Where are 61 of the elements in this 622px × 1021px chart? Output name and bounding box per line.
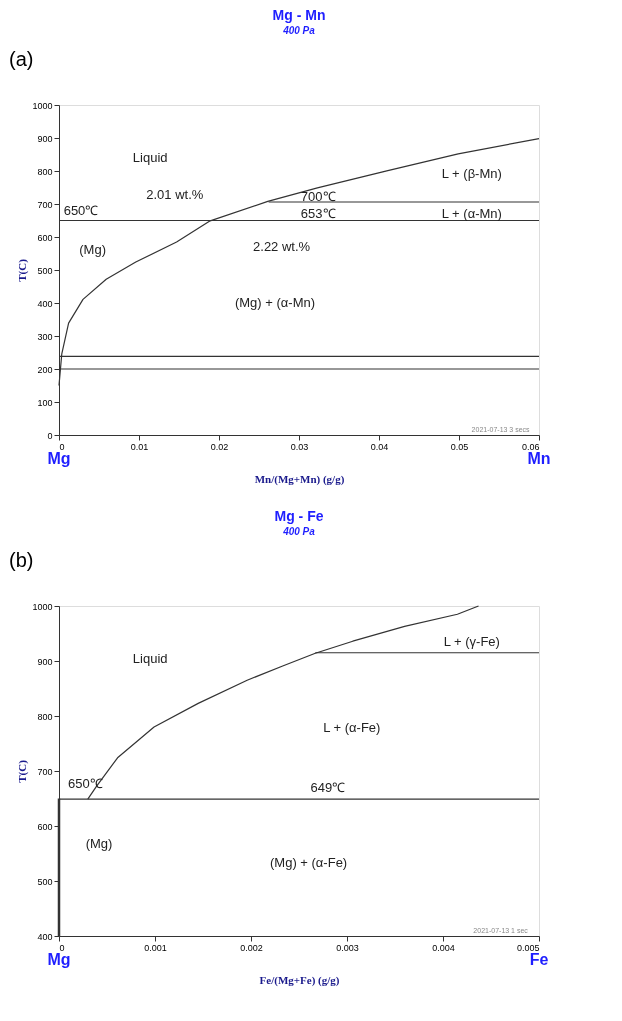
x-tick-label: 0.03	[290, 441, 309, 452]
x-tick-label: 0.002	[240, 942, 263, 953]
y-tick-label: 1000	[32, 100, 53, 111]
annotation: Liquid	[132, 650, 168, 666]
chart-title: Mg - Mn	[272, 7, 326, 23]
y-axis-title: T(C)	[16, 759, 30, 783]
annotation: 2.01 wt.%	[146, 186, 204, 202]
y-axis-title: T(C)	[16, 258, 30, 282]
text: Mn	[527, 450, 551, 467]
x-tick-label: 0.005	[516, 942, 540, 953]
y-tick-label: 800	[37, 711, 53, 722]
chart-subtitle: 400 Pa	[282, 526, 316, 537]
annotation: (Mg)	[79, 242, 106, 258]
annotation: (Mg)	[85, 836, 113, 852]
y-tick-label: 400	[37, 931, 53, 942]
x-tick-label: 0.001	[144, 942, 167, 953]
chart-title: Mg - Fe	[274, 508, 324, 524]
text: Mg	[47, 450, 71, 467]
annotation: 700℃	[300, 189, 336, 205]
y-tick-label: 600	[37, 821, 53, 832]
x-tick-label: 0.003	[336, 942, 359, 953]
y-tick-label: 500	[37, 876, 53, 887]
annotation: L + (α-Fe)	[323, 720, 381, 736]
y-tick-label: 700	[37, 199, 53, 210]
y-tick-label: 600	[37, 232, 53, 243]
x-tick-label: 0	[59, 942, 65, 953]
x-axis-title: Mn/(Mg+Mn) (g/g)	[254, 472, 345, 486]
x-tick-label: 0.01	[130, 441, 149, 452]
annotation: L + (β-Mn)	[441, 166, 502, 182]
annotation: 650℃	[63, 202, 99, 218]
y-tick-label: 1000	[32, 601, 53, 612]
y-tick-label: 900	[37, 133, 53, 144]
annotation: L + (α-Mn)	[441, 205, 502, 221]
annotation: (Mg) + (α-Mn)	[234, 295, 316, 310]
x-axis-title: Fe/(Mg+Fe) (g/g)	[259, 973, 340, 987]
y-tick-label: 400	[37, 298, 53, 309]
y-tick-label: 200	[37, 364, 53, 375]
x-tick-label: 0.04	[370, 441, 389, 452]
x-tick-label: 0.004	[432, 942, 455, 953]
text: (b)	[9, 549, 34, 571]
text: (a)	[9, 48, 34, 70]
text: Fe	[529, 951, 549, 968]
x-tick-label: 0.05	[450, 441, 469, 452]
text: Mg	[47, 951, 71, 968]
y-tick-label: 300	[37, 331, 53, 342]
x-tick-label: 0	[59, 441, 65, 452]
y-tick-label: 0	[47, 430, 53, 441]
y-tick-label: 700	[37, 766, 53, 777]
y-tick-label: 500	[37, 265, 53, 276]
annotation: 649℃	[310, 779, 346, 795]
chart-subtitle: 400 Pa	[282, 25, 316, 36]
y-tick-label: 100	[37, 397, 53, 408]
x-tick-label: 0.02	[210, 441, 229, 452]
y-tick-label: 900	[37, 656, 53, 667]
annotation: 653℃	[300, 205, 336, 221]
annotation: 2.22 wt.%	[253, 238, 311, 254]
annotation: L + (γ-Fe)	[443, 634, 500, 650]
annotation: (Mg) + (α-Fe)	[269, 855, 348, 871]
y-tick-label: 800	[37, 166, 53, 177]
x-tick-label: 0.06	[521, 441, 540, 452]
annotation: Liquid	[132, 149, 168, 165]
